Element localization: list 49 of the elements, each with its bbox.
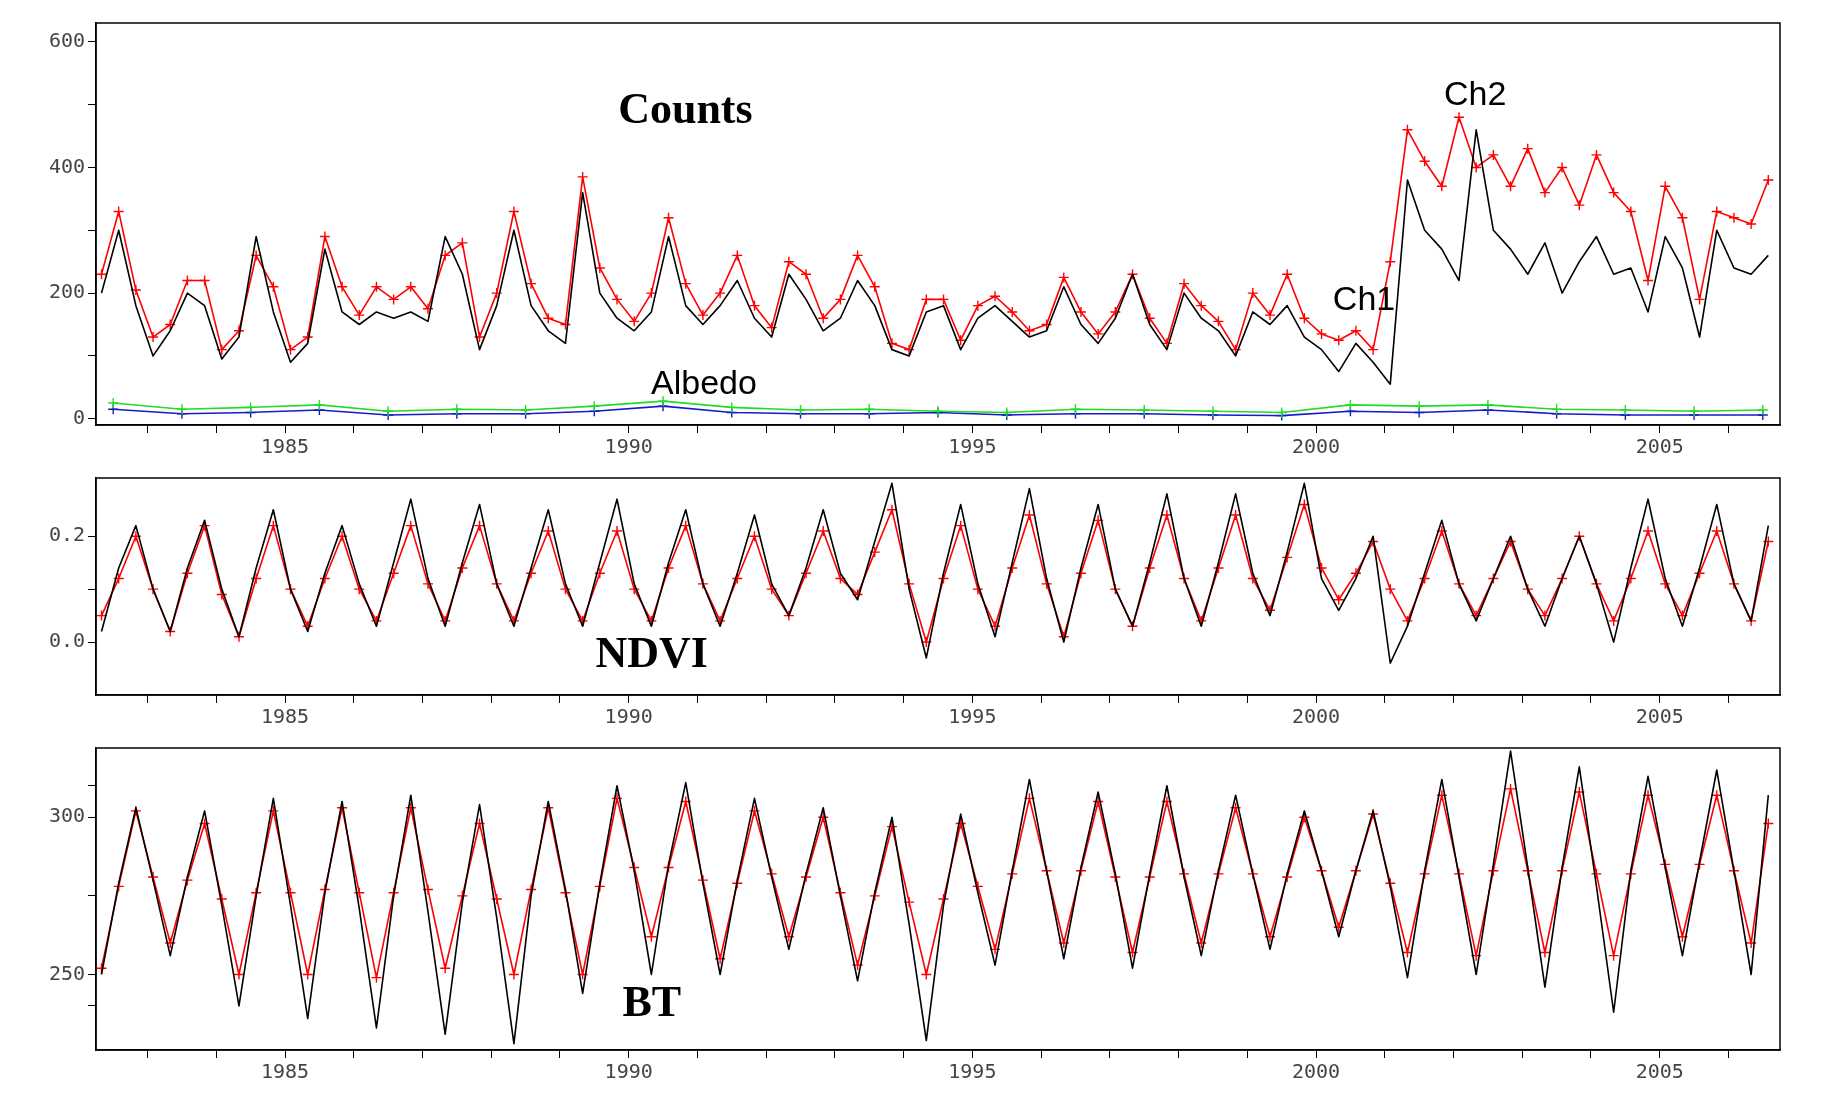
y-tick-label: 250 <box>48 960 85 985</box>
point <box>1688 405 1700 417</box>
x-tick-label: 2000 <box>1291 434 1341 459</box>
text: NDVI <box>595 628 708 678</box>
point <box>863 403 875 415</box>
x-tick-label: 1985 <box>260 1059 310 1084</box>
y-tick-label: 200 <box>48 279 85 304</box>
y-tick-label: 400 <box>48 153 85 178</box>
y-tick-label: 0.2 <box>48 522 85 547</box>
point <box>244 401 257 414</box>
point <box>1344 399 1357 411</box>
text: BT <box>622 977 682 1027</box>
annotation: Ch2 <box>1444 73 1507 112</box>
point <box>657 395 669 407</box>
point <box>313 399 326 411</box>
x-tick-label: 2005 <box>1635 434 1684 459</box>
y-tick-label: 600 <box>48 28 85 53</box>
x-tick-label: 2005 <box>1635 704 1684 729</box>
y-tick-label: 0.0 <box>48 628 85 653</box>
point <box>1757 404 1769 416</box>
point <box>451 403 463 415</box>
y-tick-label: 0 <box>72 404 85 429</box>
point <box>382 405 394 417</box>
point <box>1619 404 1632 416</box>
x-tick-label: 1985 <box>260 704 310 729</box>
point <box>107 397 119 409</box>
x-tick-label: 2000 <box>1291 1059 1341 1084</box>
x-tick-label: 1995 <box>948 434 997 459</box>
point <box>519 404 532 416</box>
annotation: Albedo <box>650 363 757 402</box>
point <box>1207 405 1219 417</box>
x-tick-label: 2000 <box>1291 704 1341 729</box>
point <box>1413 400 1425 412</box>
y-tick-label: 300 <box>48 803 85 828</box>
point <box>726 401 738 414</box>
x-tick-label: 1990 <box>604 704 653 729</box>
x-tick-label: 1985 <box>260 434 310 459</box>
point <box>1550 403 1563 415</box>
x-tick-label: 1995 <box>948 1059 997 1084</box>
point <box>1069 403 1082 415</box>
x-tick-label: 2005 <box>1635 1059 1684 1084</box>
point <box>1138 404 1150 416</box>
x-tick-label: 1990 <box>604 1059 653 1084</box>
point <box>588 400 601 412</box>
point <box>176 403 188 415</box>
point <box>794 404 807 416</box>
x-tick-label: 1990 <box>604 434 653 459</box>
text: Counts <box>618 83 753 133</box>
x-tick-label: 1995 <box>948 704 997 729</box>
